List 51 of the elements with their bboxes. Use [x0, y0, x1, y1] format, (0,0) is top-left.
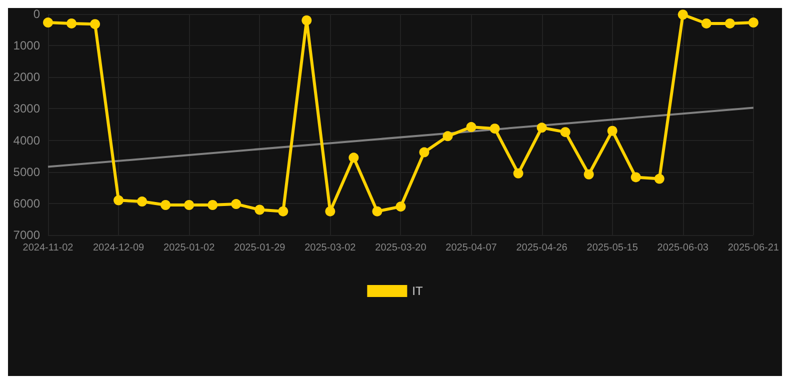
x-tick-label: 2025-03-20: [375, 242, 427, 254]
x-tick-label: 2025-06-03: [657, 242, 709, 254]
point: [137, 196, 148, 207]
y-tick-label: 6000: [13, 196, 40, 210]
point: [607, 126, 618, 136]
point: [442, 131, 453, 142]
point: [160, 200, 171, 210]
point: [490, 124, 500, 134]
point: [66, 18, 77, 28]
point: [584, 169, 594, 180]
point: [114, 195, 124, 206]
point: [325, 206, 336, 216]
y-tick-label: 4000: [13, 133, 40, 148]
x-tick-label: 2024-12-09: [92, 242, 145, 254]
point: [536, 122, 547, 133]
x-tick-label: 2025-01-02: [164, 242, 216, 254]
y-tick-label: 0: [33, 7, 40, 21]
point: [254, 204, 265, 215]
point: [348, 152, 359, 163]
point: [90, 19, 100, 30]
point: [231, 199, 242, 210]
point: [654, 174, 664, 184]
x-tick-label: 2025-01-29: [234, 242, 286, 254]
point: [466, 122, 476, 132]
point: [560, 127, 570, 138]
x-tick-label: 2025-04-26: [516, 242, 568, 254]
y-tick-label: 5000: [13, 164, 40, 179]
point: [302, 15, 312, 26]
x-tick-label: 2025-06-21: [728, 242, 780, 254]
point: [701, 18, 712, 28]
legend-label: IT: [412, 284, 424, 298]
point: [748, 18, 758, 28]
point: [278, 206, 288, 216]
x-tick-label: 2025-04-07: [446, 242, 498, 254]
point: [724, 18, 735, 28]
x-tick-label: 2025-03-02: [304, 242, 356, 254]
y-tick-label: 3000: [13, 102, 40, 116]
point: [184, 200, 194, 210]
x-tick-label: 2025-05-15: [586, 242, 638, 254]
point: [513, 168, 524, 178]
point: [396, 202, 406, 212]
y-tick-label: 2000: [13, 70, 40, 84]
point: [372, 206, 382, 216]
point: [630, 172, 641, 182]
point: [419, 147, 430, 158]
point: [678, 10, 688, 20]
point: [43, 18, 53, 28]
point: [208, 200, 218, 210]
x-tick-label: 2024-11-02: [22, 242, 74, 254]
y-tick-label: 7000: [13, 228, 40, 242]
y-tick-label: 1000: [13, 38, 40, 53]
